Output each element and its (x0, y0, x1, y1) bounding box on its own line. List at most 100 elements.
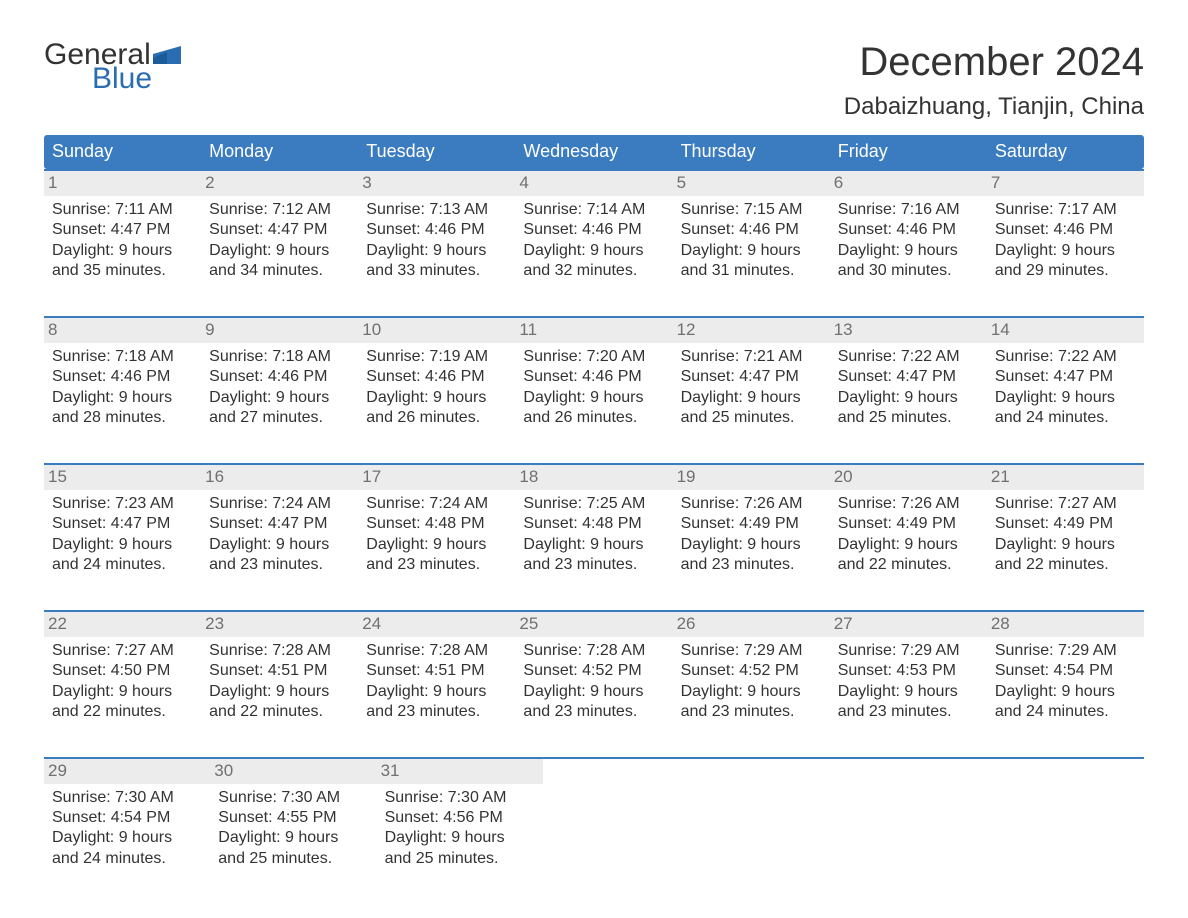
empty-day-cell (994, 759, 1144, 886)
day-line-value: 25 minutes. (712, 409, 795, 426)
day-line-label: Sunset: (995, 368, 1054, 385)
day-line-value: 4:47 PM (739, 368, 799, 385)
day-line-value: 9 hours (433, 536, 486, 553)
day-line: Daylight: 9 hours (995, 535, 1136, 555)
day-line-value: 4:46 PM (582, 221, 642, 238)
day-line-label: Sunset: (52, 809, 111, 826)
day-line-label: and (523, 409, 554, 426)
day-line: Sunset: 4:51 PM (366, 661, 507, 681)
day-line-label: and (681, 703, 712, 720)
day-line: Sunrise: 7:30 AM (52, 788, 202, 808)
day-line: Daylight: 9 hours (209, 682, 350, 702)
day-line-label: Sunset: (52, 515, 111, 532)
day-line-label: Daylight: (209, 389, 276, 406)
day-detail: Sunrise: 7:15 AMSunset: 4:46 PMDaylight:… (681, 200, 822, 282)
day-line: Daylight: 9 hours (52, 682, 193, 702)
day-line-value: 26 minutes. (555, 409, 638, 426)
day-line: and 22 minutes. (52, 702, 193, 722)
day-line: Sunset: 4:50 PM (52, 661, 193, 681)
day-detail: Sunrise: 7:24 AMSunset: 4:47 PMDaylight:… (209, 494, 350, 576)
day-line: Sunset: 4:48 PM (366, 514, 507, 534)
day-line-value: 9 hours (119, 829, 172, 846)
day-cell: 31Sunrise: 7:30 AMSunset: 4:56 PMDayligh… (377, 759, 543, 886)
day-line: Sunrise: 7:30 AM (218, 788, 368, 808)
day-line: Sunrise: 7:17 AM (995, 200, 1136, 220)
day-line: Sunrise: 7:16 AM (838, 200, 979, 220)
day-line: Sunset: 4:47 PM (52, 220, 193, 240)
day-line: Daylight: 9 hours (209, 535, 350, 555)
day-cell: 10Sunrise: 7:19 AMSunset: 4:46 PMDayligh… (358, 318, 515, 445)
day-line-value: 32 minutes. (555, 262, 638, 279)
day-line-value: 23 minutes. (555, 703, 638, 720)
day-cell: 28Sunrise: 7:29 AMSunset: 4:54 PMDayligh… (987, 612, 1144, 739)
day-line-value: 22 minutes. (1026, 556, 1109, 573)
day-line-label: Daylight: (995, 389, 1062, 406)
day-line-value: 7:24 AM (429, 495, 488, 512)
day-line-value: 25 minutes. (869, 409, 952, 426)
day-line-value: 25 minutes. (416, 850, 499, 867)
day-line-value: 22 minutes. (83, 703, 166, 720)
day-line-label: and (995, 703, 1026, 720)
day-line: Daylight: 9 hours (385, 828, 535, 848)
day-line-label: Sunset: (366, 515, 425, 532)
day-line: Sunset: 4:47 PM (681, 367, 822, 387)
day-line-value: 7:21 AM (744, 348, 803, 365)
day-line-value: 9 hours (276, 683, 329, 700)
day-line-value: 4:48 PM (425, 515, 485, 532)
day-number: 12 (673, 318, 830, 343)
day-line: Sunset: 4:54 PM (52, 808, 202, 828)
day-line-label: Sunrise: (209, 348, 272, 365)
day-line-label: and (838, 703, 869, 720)
day-line: Sunset: 4:55 PM (218, 808, 368, 828)
day-line: Sunset: 4:46 PM (523, 367, 664, 387)
day-line-value: 35 minutes. (83, 262, 166, 279)
day-line: Sunrise: 7:25 AM (523, 494, 664, 514)
day-detail: Sunrise: 7:21 AMSunset: 4:47 PMDaylight:… (681, 347, 822, 429)
day-line: Daylight: 9 hours (366, 535, 507, 555)
day-line-label: Sunrise: (52, 495, 115, 512)
week-row: 1Sunrise: 7:11 AMSunset: 4:47 PMDaylight… (44, 169, 1144, 298)
day-line-value: 4:48 PM (582, 515, 642, 532)
dow-cell: Tuesday (358, 135, 515, 169)
day-line-value: 7:14 AM (587, 201, 646, 218)
day-line-label: Sunrise: (995, 495, 1058, 512)
day-line: Sunset: 4:46 PM (366, 220, 507, 240)
day-cell: 13Sunrise: 7:22 AMSunset: 4:47 PMDayligh… (830, 318, 987, 445)
day-cell: 11Sunrise: 7:20 AMSunset: 4:46 PMDayligh… (515, 318, 672, 445)
day-number: 16 (201, 465, 358, 490)
day-line-label: and (209, 703, 240, 720)
day-line: and 24 minutes. (52, 555, 193, 575)
day-line-label: Daylight: (366, 536, 433, 553)
day-line-value: 9 hours (1062, 536, 1115, 553)
day-line-value: 24 minutes. (1026, 703, 1109, 720)
day-line-value: 4:52 PM (739, 662, 799, 679)
day-cell: 26Sunrise: 7:29 AMSunset: 4:52 PMDayligh… (673, 612, 830, 739)
day-line-label: Sunset: (995, 662, 1054, 679)
day-cell: 20Sunrise: 7:26 AMSunset: 4:49 PMDayligh… (830, 465, 987, 592)
day-number: 20 (830, 465, 987, 490)
day-line: and 25 minutes. (838, 408, 979, 428)
day-line: and 34 minutes. (209, 261, 350, 281)
day-line-value: 4:46 PM (268, 368, 328, 385)
day-cell: 7Sunrise: 7:17 AMSunset: 4:46 PMDaylight… (987, 171, 1144, 298)
day-line-label: Sunrise: (523, 642, 586, 659)
day-line-value: 9 hours (1062, 242, 1115, 259)
day-line-value: 4:54 PM (1054, 662, 1114, 679)
day-line-value: 9 hours (747, 536, 800, 553)
day-line-label: Daylight: (366, 242, 433, 259)
day-line-label: Sunrise: (838, 642, 901, 659)
day-line: Daylight: 9 hours (366, 388, 507, 408)
dow-cell: Thursday (673, 135, 830, 169)
day-line-label: Sunset: (523, 662, 582, 679)
day-detail: Sunrise: 7:16 AMSunset: 4:46 PMDaylight:… (838, 200, 979, 282)
day-line-value: 7:19 AM (429, 348, 488, 365)
day-line-value: 4:46 PM (896, 221, 956, 238)
day-line: Daylight: 9 hours (523, 241, 664, 261)
dow-cell: Sunday (44, 135, 201, 169)
day-line-label: Sunrise: (681, 348, 744, 365)
day-line-value: 7:29 AM (901, 642, 960, 659)
day-line: Sunrise: 7:27 AM (995, 494, 1136, 514)
day-line: Sunset: 4:52 PM (523, 661, 664, 681)
day-cell: 15Sunrise: 7:23 AMSunset: 4:47 PMDayligh… (44, 465, 201, 592)
day-line-value: 9 hours (590, 242, 643, 259)
